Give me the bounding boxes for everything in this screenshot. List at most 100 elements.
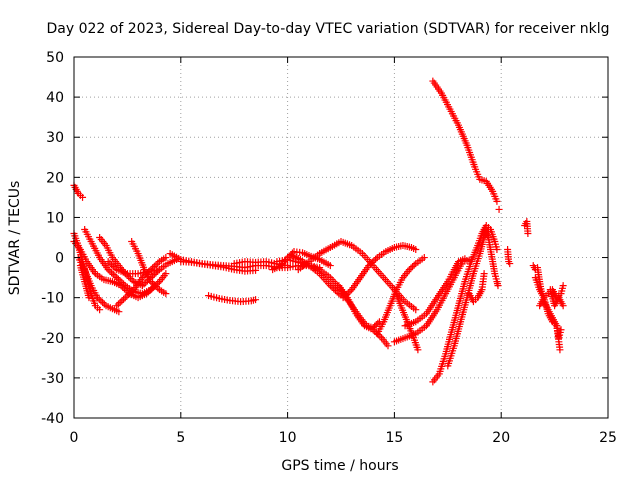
data-point-marker [326, 282, 334, 290]
data-point-marker [412, 246, 420, 254]
data-point-marker [113, 302, 121, 310]
x-axis-label: GPS time / hours [281, 458, 398, 474]
data-point-marker [147, 274, 155, 282]
data-point-marker [106, 267, 114, 275]
data-point-marker [108, 269, 116, 277]
series-arc-31 [495, 205, 503, 213]
data-point-marker [145, 275, 153, 283]
data-point-marker [372, 321, 380, 329]
data-point-marker [330, 285, 338, 293]
y-tick-label: 10 [46, 210, 64, 226]
data-point-marker [252, 266, 260, 274]
data-point-marker [149, 279, 157, 287]
series-arc-29 [465, 270, 488, 306]
y-tick-label: 40 [46, 90, 64, 106]
x-tick-label: 25 [599, 430, 617, 446]
data-point-marker [93, 294, 101, 302]
data-point-marker [128, 287, 136, 295]
x-tick-label: 5 [176, 430, 185, 446]
y-tick-label: -20 [41, 331, 64, 347]
data-point-marker [162, 290, 170, 298]
data-point-marker [104, 258, 112, 266]
data-point-marker [108, 261, 116, 269]
data-point-marker [123, 292, 131, 300]
data-point-marker [114, 275, 122, 283]
series-arc-11 [138, 256, 181, 290]
x-tick-label: 20 [492, 430, 510, 446]
data-point-marker [114, 300, 122, 308]
data-point-marker [368, 258, 376, 266]
data-point-marker [412, 306, 420, 314]
data-point-marker [252, 296, 260, 304]
data-point-marker [150, 262, 158, 270]
data-point-marker [152, 261, 160, 269]
y-tick-label: -40 [41, 411, 64, 427]
data-point-marker [140, 280, 148, 288]
chart-title: Day 022 of 2023, Sidereal Day-to-day VTE… [47, 21, 610, 37]
data-point-marker [461, 255, 469, 263]
data-marks [70, 77, 567, 386]
data-point-marker [147, 266, 155, 274]
data-point-marker [126, 289, 134, 297]
data-point-marker [284, 262, 292, 270]
data-point-marker [125, 273, 133, 281]
data-point-marker [97, 297, 105, 305]
data-point-marker [524, 229, 532, 237]
data-point-marker [384, 342, 392, 350]
series-arc-13 [177, 258, 260, 275]
series-arc-15 [205, 292, 260, 306]
data-point-marker [152, 269, 160, 277]
data-point-marker [85, 294, 93, 302]
data-point-marker [374, 319, 382, 327]
data-point-marker [120, 295, 128, 303]
data-point-marker [147, 286, 155, 294]
series-arc-37 [540, 298, 564, 354]
data-point-marker [495, 205, 503, 213]
data-point-marker [115, 308, 123, 316]
x-tick-label: 15 [385, 430, 403, 446]
y-tick-label: -30 [41, 371, 64, 387]
data-point-marker [344, 289, 352, 297]
data-point-marker [150, 270, 158, 278]
data-point-marker [559, 282, 567, 290]
data-point-marker [116, 277, 124, 285]
data-point-marker [154, 259, 162, 267]
y-tick-label: 0 [55, 251, 64, 267]
plot-frame [73, 56, 609, 419]
data-point-marker [149, 264, 157, 272]
data-point-marker [410, 261, 418, 269]
data-point-marker [120, 280, 128, 288]
series-arc-26 [429, 77, 501, 205]
data-point-marker [150, 281, 158, 289]
data-point-marker [109, 262, 117, 270]
y-axis-label: SDTVAR / TECUs [7, 181, 23, 296]
data-point-marker [121, 294, 129, 302]
data-point-marker [152, 282, 160, 290]
series-arc-33 [504, 246, 514, 268]
x-tick-label: 10 [279, 430, 297, 446]
data-point-marker [414, 346, 422, 354]
data-point-marker [407, 264, 415, 272]
series-arc-25 [401, 255, 469, 330]
data-point-marker [142, 278, 150, 286]
data-point-marker [111, 272, 119, 280]
y-tick-label: 50 [46, 50, 64, 66]
series-arc-38 [546, 286, 567, 310]
data-point-marker [116, 298, 124, 306]
series-arc-23 [390, 286, 422, 354]
data-point-marker [106, 259, 114, 267]
data-point-marker [328, 283, 336, 291]
series-arc-05 [81, 225, 170, 298]
data-point-marker [366, 260, 374, 268]
series-arc-09 [113, 254, 170, 310]
data-point-marker [506, 260, 514, 268]
data-point-marker [557, 326, 565, 334]
data-point-marker [128, 276, 136, 284]
data-point-marker [154, 267, 162, 275]
data-point-marker [556, 346, 564, 354]
data-point-marker [346, 287, 354, 295]
data-point-marker [79, 193, 87, 201]
axis-ticks: -40 -30 -20 -10 0 10 20 30 40 50 0 5 10 15 20 25 [41, 50, 617, 446]
data-point-marker [109, 270, 117, 278]
